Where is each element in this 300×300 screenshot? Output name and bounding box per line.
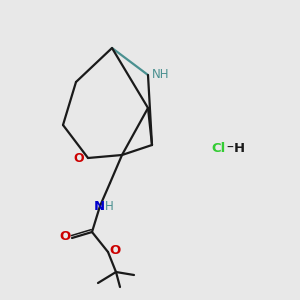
Text: H: H: [105, 200, 113, 214]
Text: –: –: [226, 141, 233, 155]
Text: NH: NH: [152, 68, 169, 80]
Text: N: N: [93, 200, 105, 214]
Text: Cl: Cl: [211, 142, 225, 154]
Text: O: O: [59, 230, 70, 244]
Text: O: O: [74, 152, 84, 166]
Text: H: H: [233, 142, 244, 154]
Text: O: O: [110, 244, 121, 257]
